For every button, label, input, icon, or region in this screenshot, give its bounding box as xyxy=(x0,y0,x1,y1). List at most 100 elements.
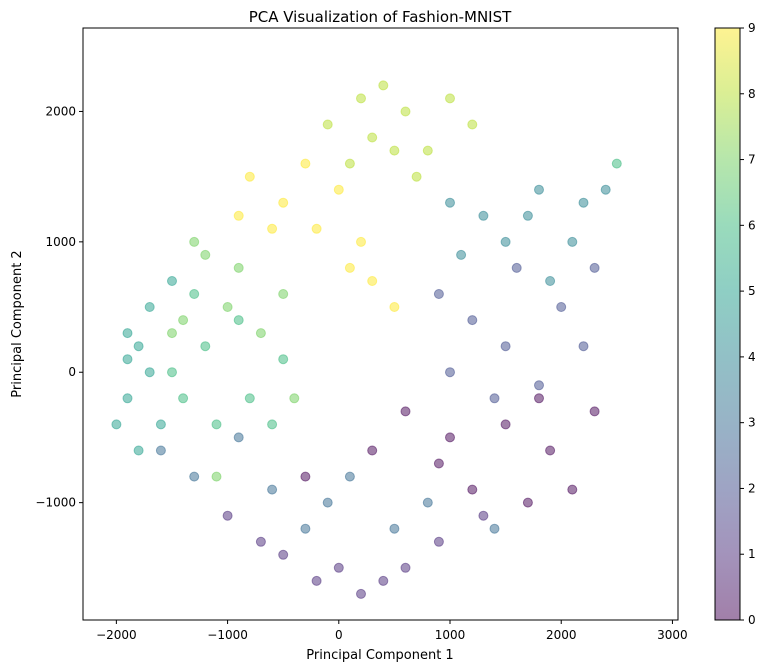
data-point xyxy=(478,210,489,221)
scatter-points xyxy=(111,80,622,599)
data-point xyxy=(467,119,478,130)
data-point xyxy=(589,262,600,273)
data-point xyxy=(267,419,278,430)
colorbar-tick-label: 6 xyxy=(748,218,756,232)
data-point xyxy=(111,419,122,430)
data-point xyxy=(155,419,166,430)
data-point xyxy=(500,419,511,430)
data-point xyxy=(411,171,422,182)
y-axis: −1000 0 1000 2000 xyxy=(35,104,83,510)
x-tick-label: 0 xyxy=(335,628,343,642)
plot-frame xyxy=(82,27,679,621)
data-point xyxy=(600,184,611,195)
data-point xyxy=(545,276,556,286)
data-point xyxy=(311,223,322,234)
data-point xyxy=(333,184,344,195)
data-point xyxy=(400,106,411,117)
data-point xyxy=(534,184,544,195)
data-point xyxy=(522,497,533,508)
data-point xyxy=(445,432,455,443)
data-point xyxy=(144,302,155,312)
data-point xyxy=(367,132,378,143)
colorbar-axis: 0 1 2 3 4 5 6 7 8 9 xyxy=(740,21,756,627)
colorbar-tick-label: 8 xyxy=(748,87,756,101)
data-point xyxy=(155,445,166,456)
colorbar-tick-label: 7 xyxy=(748,153,756,167)
data-point xyxy=(289,393,300,404)
data-point xyxy=(322,497,333,508)
data-point xyxy=(489,393,500,404)
colorbar-tick-label: 5 xyxy=(748,284,756,298)
colorbar-tick-label: 4 xyxy=(748,350,756,364)
data-point xyxy=(133,445,144,456)
data-point xyxy=(189,471,200,482)
data-point xyxy=(356,93,366,104)
data-point xyxy=(133,341,144,352)
data-point xyxy=(445,367,455,378)
colorbar-tick-label: 1 xyxy=(748,547,756,561)
data-point xyxy=(378,575,389,586)
data-point xyxy=(200,341,211,352)
data-point xyxy=(233,262,244,273)
data-point xyxy=(389,302,400,312)
data-point xyxy=(178,393,189,404)
data-point xyxy=(611,158,622,169)
data-point xyxy=(244,393,255,404)
data-point xyxy=(267,484,278,495)
colorbar-tick-label: 2 xyxy=(748,481,756,495)
data-point xyxy=(344,262,355,273)
data-point xyxy=(467,315,478,326)
data-point xyxy=(189,236,200,247)
colorbar-tick-label: 9 xyxy=(748,21,756,35)
x-tick-label: −1000 xyxy=(207,628,248,642)
data-point xyxy=(422,497,433,508)
colorbar-tick-label: 3 xyxy=(748,416,756,430)
data-point xyxy=(567,484,578,495)
data-point xyxy=(200,249,211,260)
data-point xyxy=(211,419,222,430)
data-point xyxy=(500,341,511,352)
data-point xyxy=(233,210,244,221)
data-point xyxy=(167,328,177,339)
data-point xyxy=(433,289,444,299)
data-point xyxy=(367,276,378,286)
data-point xyxy=(300,158,311,169)
data-point xyxy=(389,523,400,534)
data-point xyxy=(534,393,544,404)
y-tick-label: −1000 xyxy=(35,496,76,510)
data-point xyxy=(278,549,289,560)
data-point xyxy=(589,406,600,417)
data-point xyxy=(456,249,467,260)
data-point xyxy=(333,562,344,573)
data-point xyxy=(189,289,200,299)
y-tick-label: 0 xyxy=(68,365,76,379)
data-point xyxy=(122,328,133,339)
y-tick-label: 2000 xyxy=(45,104,76,118)
data-point xyxy=(356,236,366,247)
data-point xyxy=(222,302,233,312)
data-point xyxy=(167,367,177,378)
x-tick-label: 3000 xyxy=(657,628,688,642)
data-point xyxy=(511,262,522,273)
data-point xyxy=(422,145,433,156)
data-point xyxy=(356,588,366,599)
data-point xyxy=(578,341,589,352)
data-point xyxy=(556,302,567,312)
data-point xyxy=(467,484,478,495)
x-axis: −2000 −1000 0 1000 2000 3000 xyxy=(96,620,688,642)
data-point xyxy=(344,158,355,169)
data-point xyxy=(322,119,333,130)
data-point xyxy=(389,145,400,156)
x-axis-label: Principal Component 1 xyxy=(306,648,453,663)
data-point xyxy=(267,223,278,234)
data-point xyxy=(400,562,411,573)
data-point xyxy=(400,406,411,417)
data-point xyxy=(545,445,556,456)
data-point xyxy=(167,276,177,286)
x-tick-label: −2000 xyxy=(96,628,137,642)
colorbar xyxy=(714,27,741,621)
data-point xyxy=(122,393,133,404)
data-point xyxy=(445,93,455,104)
data-point xyxy=(578,197,589,208)
